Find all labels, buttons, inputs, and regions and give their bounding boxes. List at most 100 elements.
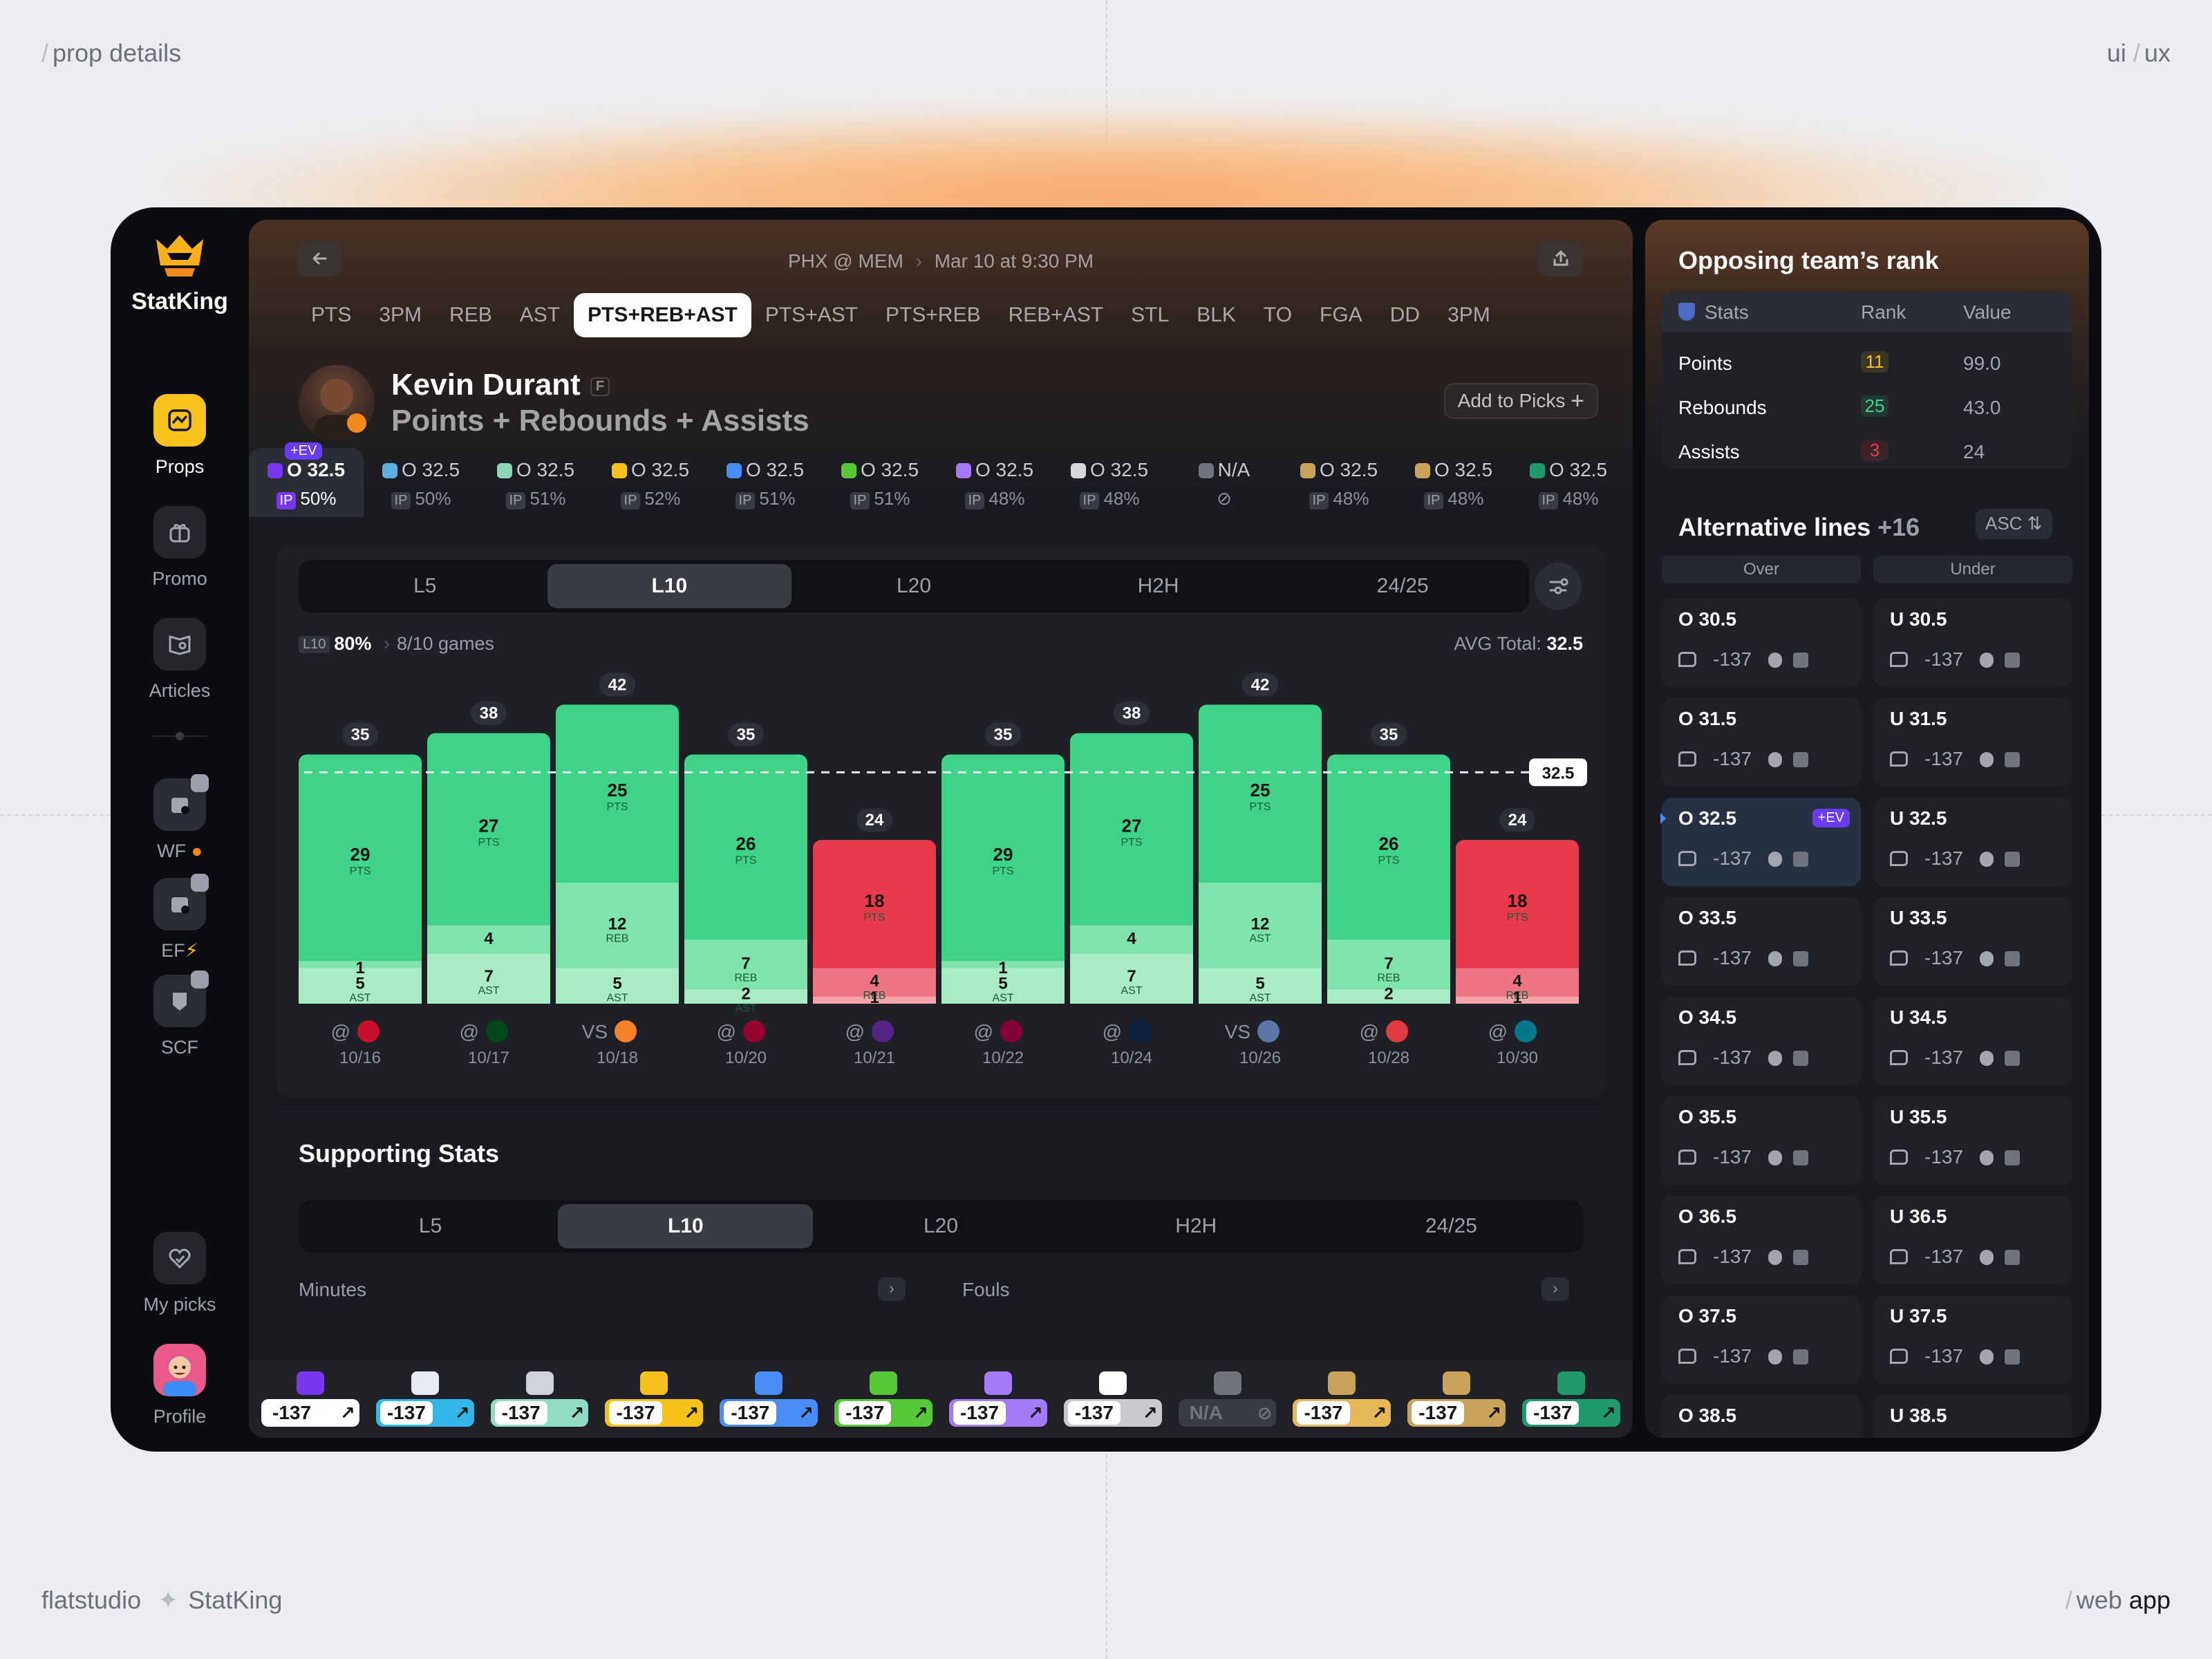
support-range-24-25[interactable]: 24/25 xyxy=(1425,1215,1477,1237)
nav-wf[interactable]: WF ● xyxy=(111,774,249,862)
sportsbook-line[interactable]: O 32.5 IP 51% xyxy=(478,448,593,517)
add-to-picks-button[interactable]: Add to Picks + xyxy=(1443,383,1598,419)
team-shield-icon xyxy=(1678,303,1695,321)
alt-line-over[interactable]: O 35.5 -137 xyxy=(1662,1096,1861,1185)
back-button[interactable] xyxy=(297,241,341,276)
sportsbook-line[interactable]: O 32.5 IP 51% xyxy=(823,448,937,517)
alt-line-under[interactable]: U 30.5 -137 xyxy=(1873,599,2072,687)
range-l20[interactable]: L20 xyxy=(896,574,932,597)
tab-reb-ast[interactable]: REB+AST xyxy=(1008,303,1104,326)
line-value: O 32.5 xyxy=(1396,459,1511,481)
nav-articles[interactable]: Articles xyxy=(111,618,249,702)
alt-line-over[interactable]: O 31.5 -137 xyxy=(1662,698,1861,787)
rank-value: 43.0 xyxy=(1963,397,2001,418)
nav-props[interactable]: Props xyxy=(111,394,249,478)
odds-button[interactable]: -137 ↗ xyxy=(713,1360,825,1438)
odds-button[interactable]: -137 ↗ xyxy=(254,1360,366,1438)
tab-3pm[interactable]: 3PM xyxy=(1447,303,1490,326)
range-l10[interactable]: L10 xyxy=(547,564,792,608)
alt-line-over[interactable]: O 38.5 xyxy=(1662,1395,1861,1438)
sportsbook-logo-icon xyxy=(382,463,397,478)
sportsbook-line[interactable]: O 32.5 IP 48% xyxy=(1396,448,1511,517)
tab-pts-reb-ast[interactable]: PTS+REB+AST xyxy=(574,293,751,337)
alt-line-over[interactable]: O 30.5 -137 xyxy=(1662,599,1861,687)
support-range-h2h[interactable]: H2H xyxy=(1175,1215,1217,1237)
alt-line-over[interactable]: O 32.5 +EV -137 xyxy=(1660,798,1861,886)
share-button[interactable] xyxy=(1539,241,1583,276)
tab-to[interactable]: TO xyxy=(1263,303,1293,326)
alt-line-under[interactable]: U 31.5 -137 xyxy=(1873,698,2072,787)
alt-line-under[interactable]: U 38.5 xyxy=(1873,1395,2072,1438)
odds-button[interactable]: -137 ↗ xyxy=(1515,1360,1627,1438)
odds-button[interactable]: -137 ↗ xyxy=(369,1360,481,1438)
sportsbook-line[interactable]: O 32.5 IP 51% xyxy=(708,448,823,517)
alt-line-under[interactable]: U 37.5 -137 xyxy=(1873,1295,2072,1384)
alt-line-over[interactable]: O 36.5 -137 xyxy=(1662,1196,1861,1284)
line-value: O 32.5 xyxy=(364,459,478,481)
selected-marker xyxy=(1660,813,1666,824)
alt-line-under[interactable]: U 33.5 -137 xyxy=(1873,897,2072,986)
sportsbook-line[interactable]: O 32.5 IP 48% xyxy=(1511,448,1626,517)
odds-button[interactable]: -137 ↗ xyxy=(484,1360,596,1438)
implied-probability: IP 50% xyxy=(249,488,364,509)
support-range-l20[interactable]: L20 xyxy=(923,1215,959,1237)
tab-ast[interactable]: AST xyxy=(519,303,561,326)
support-range-l10[interactable]: L10 xyxy=(558,1204,814,1248)
tab-3pm[interactable]: 3PM xyxy=(379,303,422,326)
range-24-25[interactable]: 24/25 xyxy=(1376,574,1429,597)
tab-fga[interactable]: FGA xyxy=(1320,303,1362,326)
ast-label: AST xyxy=(478,985,499,997)
odds-button[interactable]: -137 ↗ xyxy=(1057,1360,1169,1438)
tab-pts-reb[interactable]: PTS+REB xyxy=(885,303,981,326)
alt-line-over[interactable]: O 34.5 -137 xyxy=(1662,997,1861,1085)
sportsbook-line[interactable]: O 32.5 IP 48% xyxy=(937,448,1052,517)
total-value: 35 xyxy=(1380,726,1398,744)
ip-value: 51% xyxy=(759,488,796,509)
match-date: Mar 10 at 9:30 PM xyxy=(934,250,1094,272)
nav-ef[interactable]: EF⚡ xyxy=(111,874,249,962)
sportsbook-line[interactable]: O 32.5 IP 52% xyxy=(593,448,708,517)
odds-button[interactable]: -137 ↗ xyxy=(1286,1360,1398,1438)
sportsbook-line[interactable]: +EV O 32.5 IP 50% xyxy=(249,442,364,517)
sportsbook-line[interactable]: N/A ⊘ xyxy=(1167,448,1282,517)
alt-line-under[interactable]: U 32.5 -137 xyxy=(1873,798,2072,886)
tab-pts[interactable]: PTS xyxy=(311,303,352,326)
odds-button[interactable]: -137 ↗ xyxy=(942,1360,1054,1438)
odds-button[interactable]: -137 ↗ xyxy=(827,1360,939,1438)
nav-profile[interactable]: Profile xyxy=(111,1344,249,1427)
alt-line-under[interactable]: U 35.5 -137 xyxy=(1873,1096,2072,1185)
alt-line-under[interactable]: U 34.5 -137 xyxy=(1873,997,2072,1085)
ip-tag: IP xyxy=(964,492,985,509)
odds-button[interactable]: N/A ⊘ xyxy=(1172,1360,1284,1438)
heart-icon xyxy=(153,1232,206,1284)
sportsbook-line[interactable]: O 32.5 IP 50% xyxy=(364,448,478,517)
alt-line-over[interactable]: O 33.5 -137 xyxy=(1662,897,1861,986)
alt-line-over[interactable]: O 37.5 -137 xyxy=(1662,1295,1861,1384)
ast-value: 2 xyxy=(1384,985,1393,1004)
app-logo[interactable]: StatKing xyxy=(111,232,249,315)
odds-pill: N/A ⊘ xyxy=(1178,1399,1277,1427)
sportsbook-logo-icon xyxy=(1678,1150,1696,1165)
tab-pts-ast[interactable]: PTS+AST xyxy=(765,303,859,326)
odds-button[interactable]: -137 ↗ xyxy=(1400,1360,1512,1438)
sort-button[interactable]: ASC ⇅ xyxy=(1976,509,2052,539)
range-h2h[interactable]: H2H xyxy=(1137,574,1179,597)
minutes-expand-button[interactable]: › xyxy=(878,1277,906,1301)
nav-my-picks[interactable]: My picks xyxy=(111,1232,249,1315)
alt-line-under[interactable]: U 36.5 -137 xyxy=(1873,1196,2072,1284)
tab-stl[interactable]: STL xyxy=(1131,303,1170,326)
nav-scf[interactable]: SCF xyxy=(111,971,249,1058)
arrow-up-right-icon: ↗ xyxy=(1371,1402,1387,1423)
nav-promo[interactable]: Promo xyxy=(111,506,249,590)
odds-value: -137 xyxy=(609,1401,662,1425)
tab-dd[interactable]: DD xyxy=(1389,303,1421,326)
sportsbook-line[interactable]: O 32.5 IP 48% xyxy=(1052,448,1167,517)
sportsbook-line[interactable]: O 32.5 IP 48% xyxy=(1282,448,1396,517)
support-range-l5[interactable]: L5 xyxy=(418,1215,442,1237)
odds-button[interactable]: -137 ↗ xyxy=(598,1360,710,1438)
fouls-expand-button[interactable]: › xyxy=(1541,1277,1569,1301)
range-l5[interactable]: L5 xyxy=(413,574,437,597)
filter-button[interactable] xyxy=(1535,563,1582,610)
tab-blk[interactable]: BLK xyxy=(1197,303,1236,326)
tab-reb[interactable]: REB xyxy=(449,303,492,326)
